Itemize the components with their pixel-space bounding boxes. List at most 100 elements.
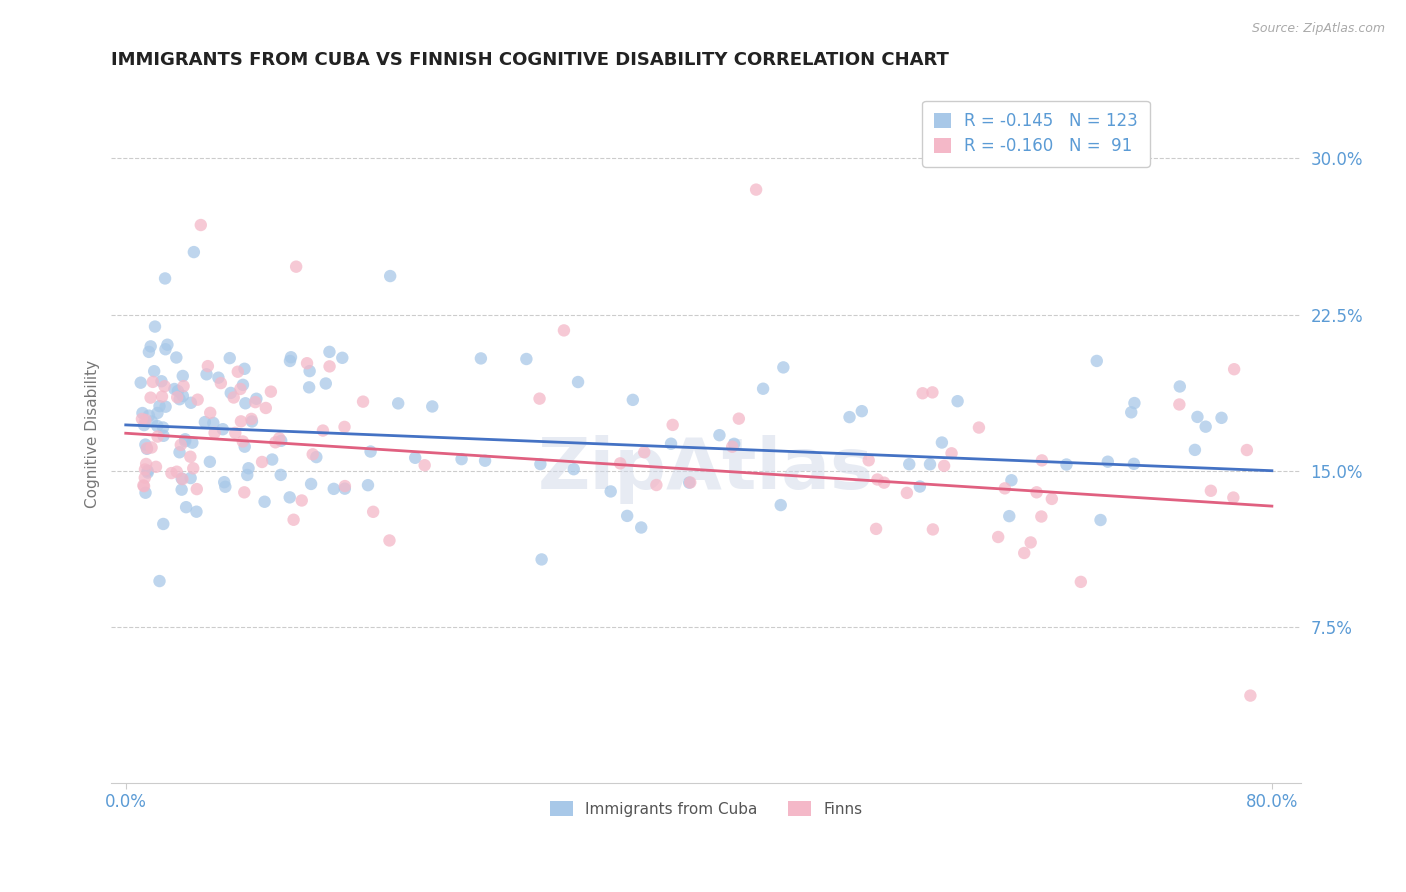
Point <box>918 458 941 472</box>
Point <box>141 441 163 455</box>
Point <box>1012 546 1035 560</box>
Point <box>172 472 194 486</box>
Point <box>987 530 1010 544</box>
Point <box>238 461 260 475</box>
Point <box>1199 483 1222 498</box>
Point <box>1236 443 1258 458</box>
Point <box>153 379 176 393</box>
Point <box>141 414 163 428</box>
Text: IMMIGRANTS FROM CUBA VS FINNISH COGNITIVE DISABILITY CORRELATION CHART: IMMIGRANTS FROM CUBA VS FINNISH COGNITIV… <box>111 51 949 69</box>
Point <box>946 394 969 409</box>
Point <box>474 453 496 467</box>
Point <box>621 392 644 407</box>
Point <box>898 457 921 471</box>
Point <box>727 411 749 425</box>
Point <box>170 471 193 485</box>
Point <box>278 491 301 505</box>
Point <box>236 467 259 482</box>
Point <box>169 392 191 407</box>
Point <box>1211 410 1233 425</box>
Point <box>1031 453 1053 467</box>
Point <box>240 412 263 426</box>
Point <box>530 552 553 566</box>
Point <box>170 438 193 452</box>
Point <box>709 428 731 442</box>
Point <box>148 574 170 588</box>
Point <box>1040 491 1063 506</box>
Point <box>270 467 292 482</box>
Point <box>233 485 256 500</box>
Point <box>145 459 167 474</box>
Point <box>616 508 638 523</box>
Point <box>1025 485 1047 500</box>
Point <box>911 386 934 401</box>
Point <box>380 268 402 283</box>
Point <box>194 415 217 429</box>
Point <box>181 461 204 475</box>
Point <box>209 376 232 390</box>
Point <box>333 420 356 434</box>
Point <box>1031 509 1053 524</box>
Point <box>253 494 276 508</box>
Point <box>146 406 169 420</box>
Text: ZipAtlas: ZipAtlas <box>538 434 875 504</box>
Point <box>599 484 621 499</box>
Point <box>218 351 240 365</box>
Point <box>404 450 426 465</box>
Point <box>135 442 157 456</box>
Point <box>1085 354 1108 368</box>
Point <box>1187 409 1209 424</box>
Point <box>262 452 284 467</box>
Point <box>1070 574 1092 589</box>
Point <box>152 420 174 434</box>
Point <box>211 422 233 436</box>
Point <box>553 323 575 337</box>
Point <box>318 344 340 359</box>
Point <box>195 368 218 382</box>
Point <box>229 414 252 428</box>
Point <box>180 396 202 410</box>
Point <box>1222 491 1244 505</box>
Point <box>851 404 873 418</box>
Point <box>330 351 353 365</box>
Point <box>131 412 153 426</box>
Point <box>134 413 156 427</box>
Point <box>858 453 880 467</box>
Point <box>150 390 173 404</box>
Point <box>873 475 896 490</box>
Point <box>659 436 682 450</box>
Point <box>450 452 472 467</box>
Point <box>212 475 235 490</box>
Point <box>139 391 162 405</box>
Point <box>146 419 169 434</box>
Point <box>1123 396 1146 410</box>
Point <box>132 478 155 492</box>
Point <box>269 431 291 445</box>
Point <box>174 434 197 449</box>
Point <box>838 410 860 425</box>
Point <box>152 516 174 531</box>
Point <box>148 399 170 413</box>
Point <box>132 418 155 433</box>
Point <box>169 445 191 459</box>
Point <box>291 493 314 508</box>
Point <box>200 406 222 420</box>
Point <box>142 375 165 389</box>
Point <box>745 183 768 197</box>
Legend: Immigrants from Cuba, Finns: Immigrants from Cuba, Finns <box>543 793 870 824</box>
Point <box>240 414 263 428</box>
Point <box>173 379 195 393</box>
Point <box>224 425 246 440</box>
Point <box>138 409 160 423</box>
Point <box>134 462 156 476</box>
Point <box>132 479 155 493</box>
Point <box>633 445 655 459</box>
Point <box>174 500 197 515</box>
Point <box>769 498 792 512</box>
Point <box>136 466 159 480</box>
Point <box>932 458 955 473</box>
Point <box>387 396 409 410</box>
Point <box>1056 458 1078 472</box>
Point <box>1090 513 1112 527</box>
Point <box>1184 442 1206 457</box>
